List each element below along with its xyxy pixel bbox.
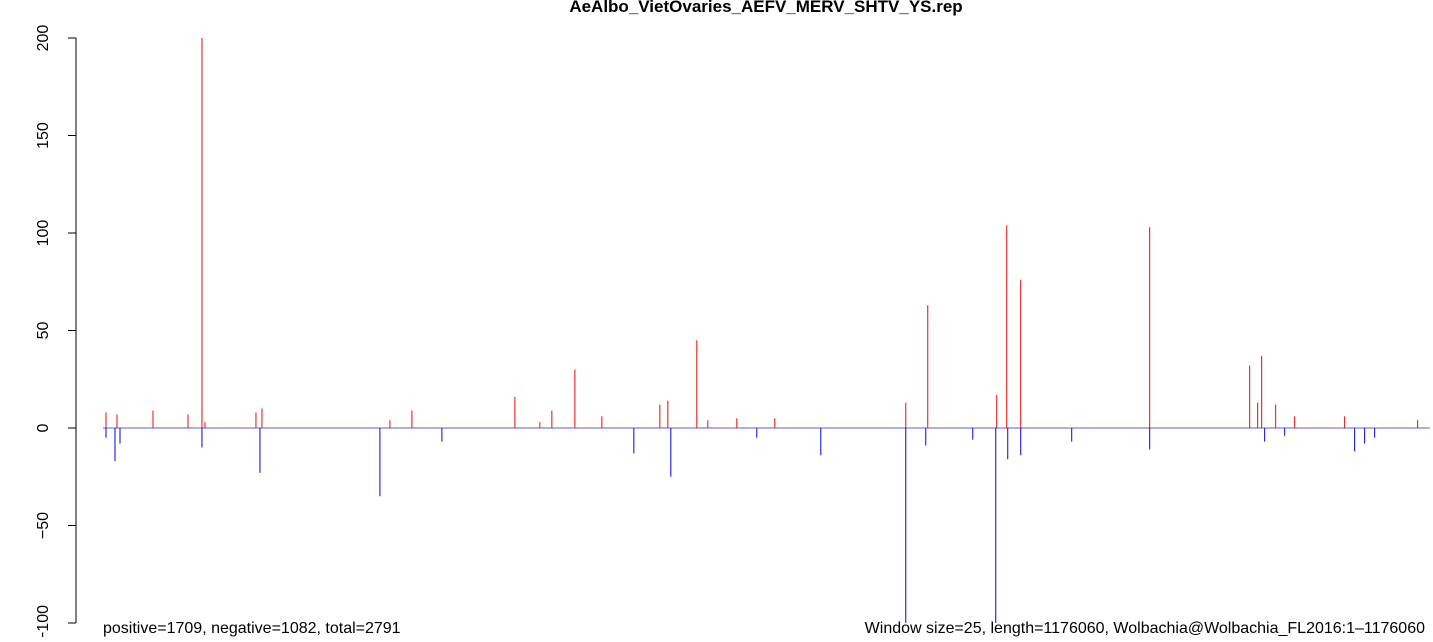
y-tick-label: 150 (35, 122, 52, 149)
y-tick-label: 0 (35, 423, 52, 432)
right-annotation: Window size=25, length=1176060, Wolbachi… (865, 620, 1425, 637)
y-tick-label: 100 (35, 220, 52, 247)
left-annotation: positive=1709, negative=1082, total=2791 (103, 620, 401, 637)
chart-title: AeAlbo_VietOvaries_AEFV_MERV_SHTV_YS.rep (569, 0, 962, 16)
y-tick-label: −50 (35, 512, 52, 539)
y-tick-label: 50 (35, 322, 52, 340)
y-tick-label: −100 (35, 605, 52, 637)
y-tick-label: 200 (35, 25, 52, 52)
